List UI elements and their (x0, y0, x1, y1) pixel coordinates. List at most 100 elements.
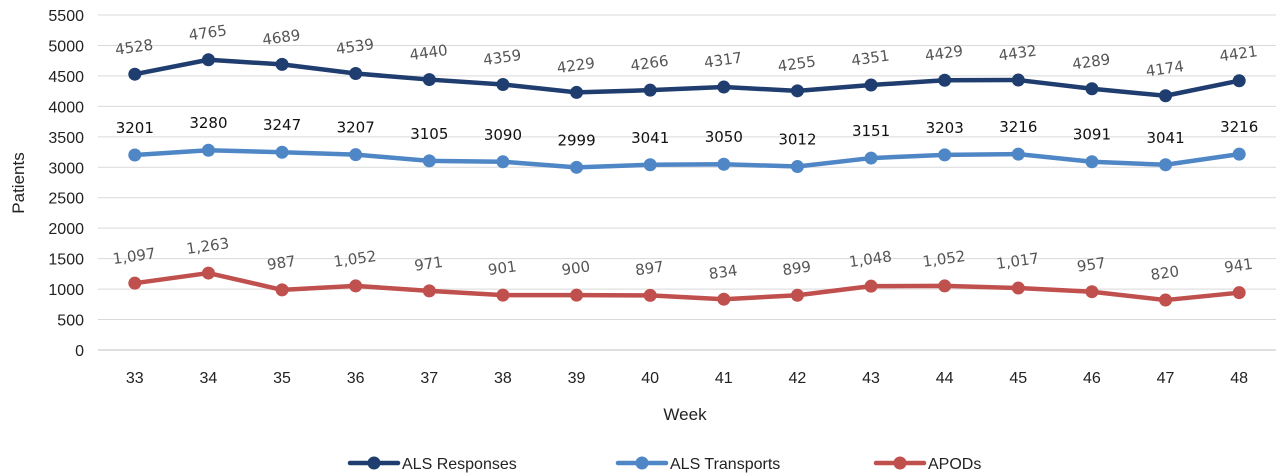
data-label: 820 (1149, 262, 1180, 284)
y-tick-label: 5000 (48, 38, 84, 55)
x-axis-title: Week (663, 405, 707, 424)
data-point (1011, 73, 1025, 87)
data-label: 957 (1076, 254, 1107, 276)
x-tick-label: 46 (1083, 370, 1101, 387)
x-tick-label: 40 (641, 370, 659, 387)
data-label: 3247 (263, 116, 301, 134)
legend-label: ALS Responses (402, 456, 517, 473)
data-label: 4528 (114, 36, 154, 59)
data-point (864, 78, 878, 92)
data-point (570, 288, 584, 302)
data-point (275, 145, 289, 159)
data-label: 4317 (703, 49, 743, 72)
data-label: 3280 (189, 114, 227, 132)
series-line (132, 57, 1242, 99)
data-point (422, 284, 436, 298)
data-point (570, 85, 584, 99)
data-label: 900 (560, 257, 591, 279)
data-label: 899 (781, 257, 812, 279)
data-label: 1,017 (995, 249, 1040, 273)
data-point (790, 288, 804, 302)
x-tick-label: 35 (273, 370, 291, 387)
data-point (1011, 147, 1025, 161)
data-label: 3012 (778, 131, 816, 149)
data-point (717, 80, 731, 94)
legend-marker (893, 456, 907, 470)
data-label: 3090 (484, 126, 522, 144)
data-point (349, 67, 363, 81)
data-point (128, 67, 142, 81)
x-tick-label: 44 (936, 370, 954, 387)
data-label: 3216 (999, 118, 1037, 136)
x-tick-label: 36 (347, 370, 365, 387)
data-point (643, 158, 657, 172)
y-axis-title: Patients (9, 152, 28, 213)
data-point (1085, 82, 1099, 96)
data-point (496, 77, 510, 91)
data-label: 1,048 (848, 247, 893, 271)
data-point (275, 57, 289, 71)
data-label: 4359 (482, 46, 522, 69)
data-label: 1,052 (921, 247, 966, 271)
data-label: 4421 (1218, 42, 1258, 65)
data-label: 834 (708, 261, 739, 283)
legend-label: APODs (928, 456, 981, 473)
data-label: 3091 (1073, 126, 1111, 144)
data-label: 4765 (188, 21, 228, 44)
data-point (1232, 286, 1246, 300)
data-point (938, 73, 952, 87)
series-lines (132, 57, 1242, 303)
data-point (1232, 147, 1246, 161)
data-label: 4351 (850, 46, 890, 69)
x-tick-label: 47 (1157, 370, 1175, 387)
series-line (132, 270, 1242, 303)
series-line (132, 147, 1242, 170)
data-label: 4289 (1071, 50, 1111, 73)
data-point (201, 266, 215, 280)
data-label: 4174 (1145, 57, 1185, 80)
y-tick-label: 1500 (48, 252, 84, 269)
data-label: 2999 (557, 131, 595, 149)
data-label: 987 (266, 252, 297, 274)
data-label: 3203 (926, 119, 964, 137)
y-tick-label: 2500 (48, 191, 84, 208)
x-tick-label: 34 (200, 370, 218, 387)
data-point (1085, 155, 1099, 169)
x-tick-label: 39 (568, 370, 586, 387)
data-point (275, 283, 289, 297)
data-label: 4689 (261, 26, 301, 49)
data-label: 3105 (410, 125, 448, 143)
data-label: 3207 (337, 119, 375, 137)
legend-marker (635, 456, 649, 470)
y-tick-label: 5500 (48, 8, 84, 25)
data-label: 4539 (335, 35, 375, 58)
data-point (1232, 74, 1246, 88)
data-point (1159, 89, 1173, 103)
data-label: 1,097 (112, 244, 157, 268)
data-label: 4266 (629, 52, 669, 75)
x-tick-label: 48 (1230, 370, 1248, 387)
y-tick-label: 3500 (48, 130, 84, 147)
data-labels: 4528 4765 4689 4539 4440 4359 4229 4266 4317 4255… (112, 21, 1259, 284)
data-point (938, 279, 952, 293)
data-point (717, 292, 731, 306)
data-point (643, 288, 657, 302)
x-tick-label: 37 (420, 370, 438, 387)
data-label: 4255 (777, 52, 817, 75)
data-label: 3041 (1146, 129, 1184, 147)
x-tick-label: 41 (715, 370, 733, 387)
data-point (1011, 281, 1025, 295)
data-point (201, 53, 215, 67)
data-point (643, 83, 657, 97)
data-label: 4440 (408, 41, 448, 64)
data-label: 1,052 (332, 247, 377, 271)
data-point (349, 148, 363, 162)
data-label: 901 (487, 257, 518, 279)
data-point (1159, 293, 1173, 307)
data-label: 3201 (116, 119, 154, 137)
series-points (128, 53, 1246, 307)
data-label: 897 (634, 258, 665, 280)
data-label: 3151 (852, 122, 890, 140)
data-label: 3050 (705, 128, 743, 146)
